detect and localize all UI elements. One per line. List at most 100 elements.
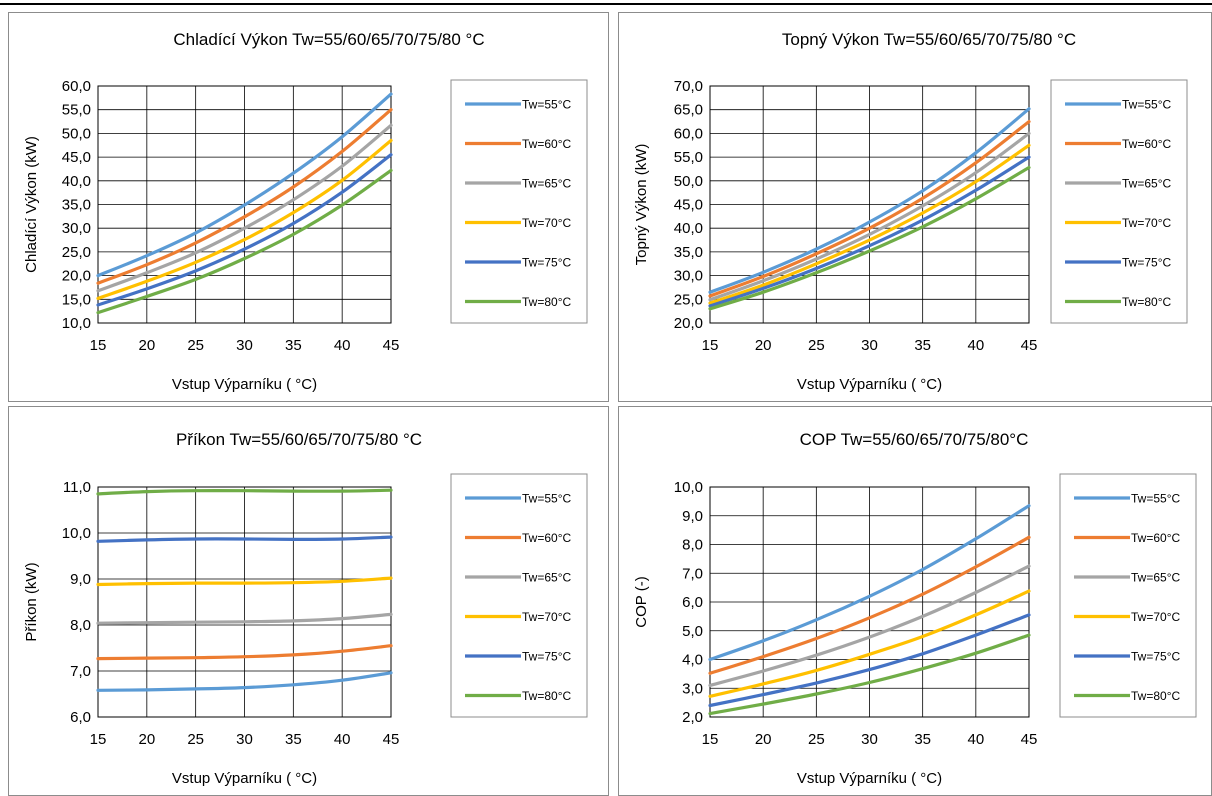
heating-y-tick-label: 30,0 [674, 268, 703, 285]
heating-y-tick-label: 20,0 [674, 315, 703, 332]
power-plot-area [97, 486, 392, 718]
cop-y-tick-label: 5,0 [682, 623, 703, 640]
cooling-legend-label: Tw=70°C [522, 216, 571, 230]
heating-x-tick-label: 35 [914, 337, 931, 354]
cooling-series-line-70 [96, 138, 393, 300]
heating-x-axis-label: Vstup Výparníku ( °C) [797, 376, 942, 393]
heating-series-line-65 [708, 131, 1031, 302]
cop-legend [1059, 473, 1197, 718]
power-y-tick-label: 10,0 [62, 525, 91, 542]
cop-y-tick-label: 10,0 [674, 479, 703, 496]
cop-y-tick-label: 9,0 [682, 508, 703, 525]
power-y-axis-label: Příkon (kW) [23, 562, 40, 641]
heating-svg: Topný Výkon Tw=55/60/65/70/75/80 °C 15 20 2… [633, 30, 1188, 393]
heating-y-tick-label: 45,0 [674, 197, 703, 214]
cooling-chart-title: Chladící Výkon Tw=55/60/65/70/75/80 °C [173, 30, 484, 49]
heating-plot-area [709, 85, 1030, 324]
cop-series-line-80 [708, 633, 1031, 716]
heating-x-tick-label: 20 [755, 337, 772, 354]
cop-x-tick-label: 15 [702, 731, 719, 748]
cop-x-tick-label: 20 [755, 731, 772, 748]
heating-legend-label: Tw=60°C [1122, 137, 1171, 151]
cop-series-line-65 [708, 564, 1031, 687]
power-input-chart: Příkon Tw=55/60/65/70/75/80 °C 15 20 25 30 35… [8, 406, 609, 796]
heating-y-axis-label: Topný Výkon (kW) [633, 144, 650, 266]
heating-y-tick-label: 35,0 [674, 244, 703, 261]
heating-x-tick-label: 25 [808, 337, 825, 354]
heating-legend-label: Tw=75°C [1122, 256, 1171, 270]
cooling-capacity-chart: Chladící Výkon Tw=55/60/65/70/75/80 °C 15… [8, 12, 609, 402]
heating-y-tick-label: 55,0 [674, 149, 703, 166]
cop-y-tick-label: 3,0 [682, 680, 703, 697]
cooling-y-tick-label: 10,0 [62, 315, 91, 332]
power-x-axis-label: Vstup Výparníku ( °C) [172, 770, 317, 787]
cooling-y-tick-label: 55,0 [62, 102, 91, 119]
power-legend-label: Tw=65°C [522, 571, 571, 585]
cop-y-tick-label: 2,0 [682, 709, 703, 726]
cooling-legend-label: Tw=60°C [522, 137, 571, 151]
cooling-series-line-60 [96, 108, 393, 285]
heating-x-tick-label: 30 [861, 337, 878, 354]
power-legend-label: Tw=80°C [522, 689, 571, 703]
cooling-legend-label: Tw=80°C [522, 295, 571, 309]
cop-x-tick-label: 40 [967, 731, 984, 748]
power-series-line-80 [96, 488, 393, 496]
cooling-y-axis-label: Chladící Výkon (kW) [23, 136, 40, 273]
cooling-legend-label: Tw=55°C [522, 98, 571, 112]
heating-y-tick-label: 25,0 [674, 291, 703, 308]
heating-y-tick-label: 70,0 [674, 78, 703, 95]
cooling-y-tick-label: 20,0 [62, 268, 91, 285]
cop-legend-label: Tw=70°C [1131, 610, 1180, 624]
cooling-svg: Chladící Výkon Tw=55/60/65/70/75/80 °C 15… [23, 30, 588, 393]
cooling-y-tick-label: 35,0 [62, 197, 91, 214]
cooling-x-tick-label: 45 [383, 337, 400, 354]
cop-legend-label: Tw=65°C [1131, 571, 1180, 585]
power-y-tick-label: 11,0 [63, 479, 91, 496]
cooling-x-tick-label: 15 [90, 337, 107, 354]
power-series-line-70 [96, 576, 393, 587]
cop-series-line-75 [708, 613, 1031, 708]
heating-y-tick-label: 65,0 [674, 102, 703, 119]
cop-chart: COP Tw=55/60/65/70/75/80°C 15 20 25 30 35 40 45… [618, 406, 1212, 796]
cop-y-tick-label: 8,0 [682, 537, 703, 554]
cooling-x-axis-label: Vstup Výparníku ( °C) [172, 376, 317, 393]
power-y-tick-label: 9,0 [70, 571, 91, 588]
heating-series-line-55 [708, 107, 1031, 294]
cooling-x-tick-label: 40 [334, 337, 351, 354]
heating-series-line-70 [708, 143, 1031, 305]
power-x-tick-label: 40 [334, 731, 351, 748]
power-y-tick-label: 7,0 [70, 663, 91, 680]
power-chart-title: Příkon Tw=55/60/65/70/75/80 °C [176, 430, 422, 449]
heating-legend-label: Tw=55°C [1122, 98, 1171, 112]
power-legend-label: Tw=70°C [522, 610, 571, 624]
cooling-x-tick-label: 20 [138, 337, 155, 354]
heating-y-tick-label: 40,0 [674, 220, 703, 237]
heating-y-tick-label: 50,0 [674, 173, 703, 190]
cooling-y-tick-label: 45,0 [62, 149, 91, 166]
power-series-line-60 [96, 644, 393, 661]
cop-y-tick-label: 6,0 [682, 594, 703, 611]
cooling-y-tick-label: 30,0 [62, 220, 91, 237]
cop-plot-area [709, 486, 1030, 718]
power-legend [450, 473, 588, 718]
cop-y-tick-label: 4,0 [682, 652, 703, 669]
cooling-y-tick-label: 25,0 [62, 244, 91, 261]
heating-series-line-60 [708, 120, 1031, 298]
cop-y-axis-label: COP (-) [633, 576, 650, 627]
cooling-legend-label: Tw=75°C [522, 256, 571, 270]
power-series-line-65 [96, 612, 393, 625]
heating-legend-label: Tw=70°C [1122, 216, 1171, 230]
cooling-legend-label: Tw=65°C [522, 177, 571, 191]
heating-legend-label: Tw=80°C [1122, 295, 1171, 309]
power-x-tick-label: 45 [383, 731, 400, 748]
power-series-line-75 [96, 535, 393, 543]
cooling-x-tick-label: 25 [187, 337, 204, 354]
heating-series-line-75 [708, 155, 1031, 308]
cooling-plot-area [97, 85, 392, 324]
cooling-series-line-55 [96, 92, 393, 278]
cop-x-tick-label: 25 [808, 731, 825, 748]
power-svg: Příkon Tw=55/60/65/70/75/80 °C 15 20 25 30 35… [23, 430, 588, 787]
cooling-x-tick-label: 30 [236, 337, 253, 354]
power-legend-label: Tw=55°C [522, 492, 571, 506]
cop-chart-title: COP Tw=55/60/65/70/75/80°C [800, 430, 1029, 449]
